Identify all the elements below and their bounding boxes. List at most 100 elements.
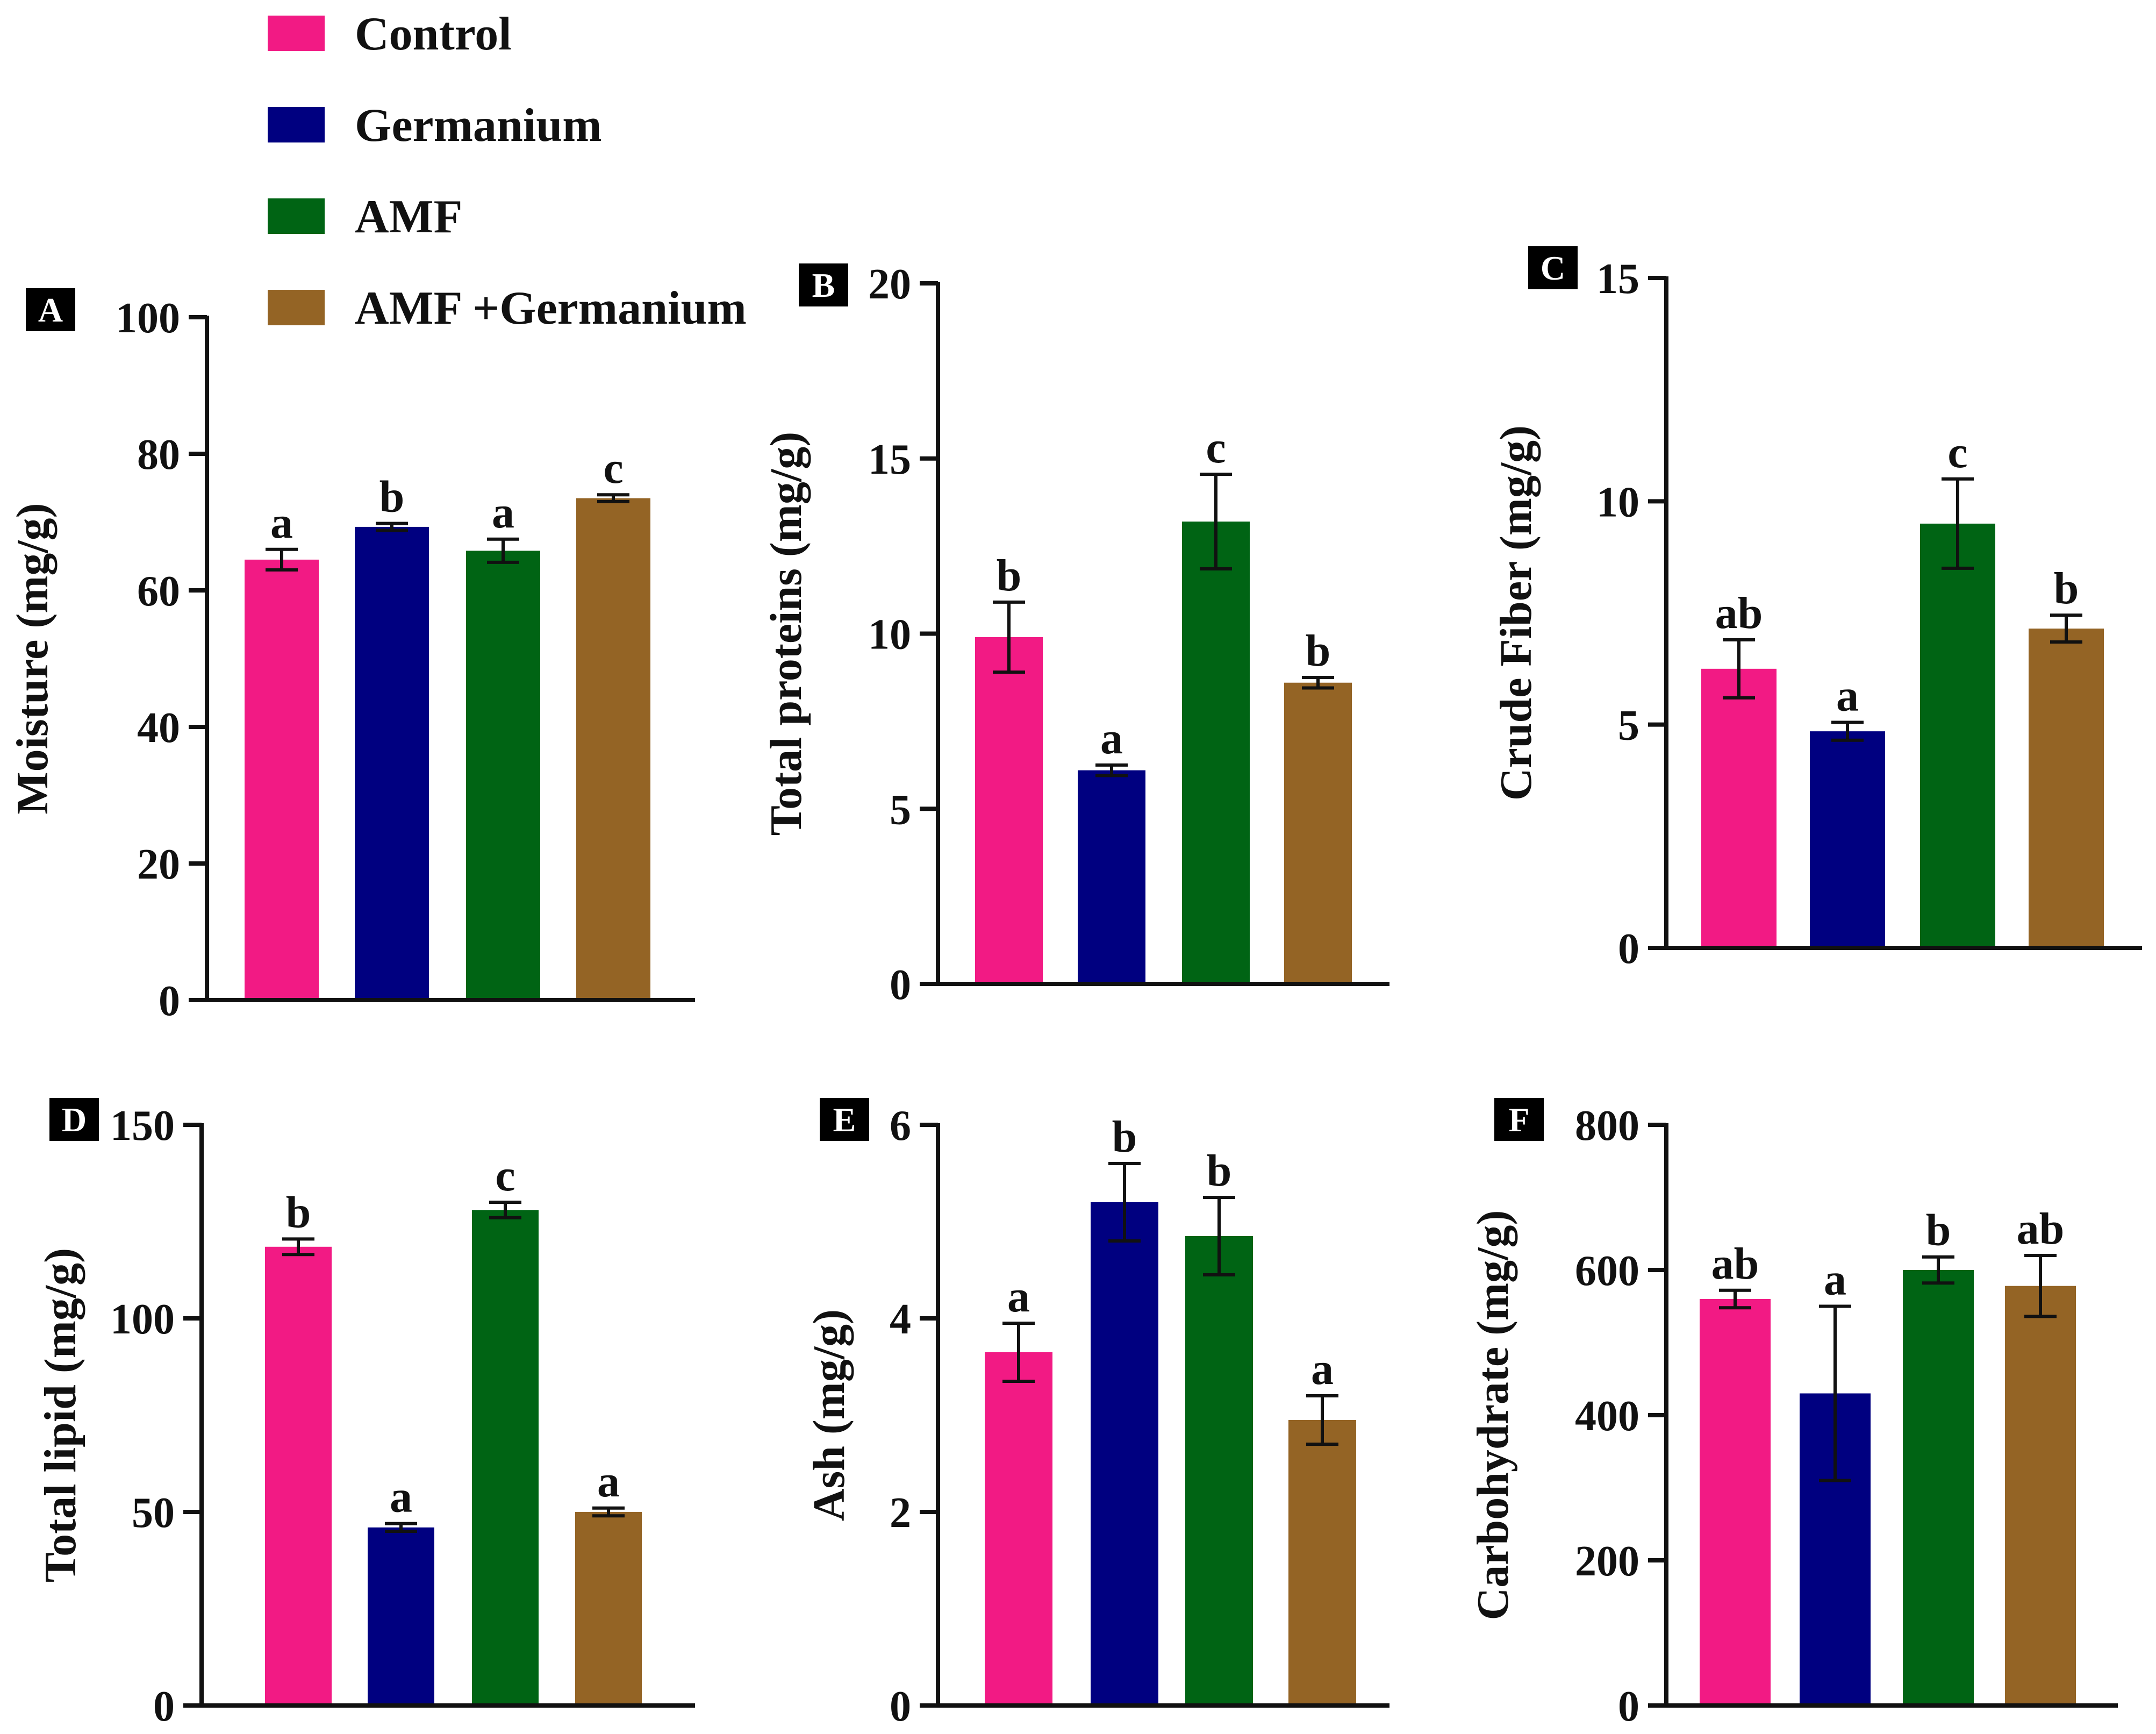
- sig-letter-E-2: b: [1207, 1146, 1232, 1196]
- sig-letter-B-0: b: [997, 551, 1022, 601]
- y-tick-label-A-0: 0: [159, 977, 180, 1025]
- panel-E: Ea b b a 0 2 4 6 Ash (mg/g): [804, 1098, 1389, 1730]
- bar-D-0: [265, 1246, 332, 1706]
- y-tick-label-A-4: 80: [137, 431, 180, 479]
- legend-swatch-0: [268, 16, 325, 51]
- y-tick-label-A-3: 60: [137, 568, 180, 615]
- y-axis-label-E: Ash (mg/g): [804, 1309, 854, 1521]
- sig-letter-A-1: b: [379, 472, 405, 522]
- bar-B-2: [1182, 522, 1250, 984]
- sig-letter-F-2: b: [1926, 1205, 1951, 1255]
- sig-letter-A-0: a: [270, 498, 293, 548]
- y-tick-label-A-1: 20: [137, 841, 180, 888]
- bar-A-0: [245, 559, 319, 1000]
- panel-label-box-C: [1528, 246, 1578, 289]
- sig-letter-F-0: ab: [1711, 1239, 1759, 1289]
- y-tick-label-A-2: 40: [137, 704, 180, 752]
- panel-label-B: B: [812, 266, 835, 304]
- y-tick-label-C-2: 10: [1596, 479, 1639, 526]
- sig-letter-B-2: c: [1206, 423, 1226, 473]
- y-tick-label-D-3: 150: [110, 1102, 175, 1150]
- panel-label-box-A: [26, 288, 75, 331]
- bar-E-2: [1185, 1236, 1253, 1706]
- bar-B-1: [1078, 770, 1145, 984]
- legend: Control Germanium AMF AMF +Germanium: [268, 8, 747, 334]
- bar-C-3: [2029, 629, 2104, 948]
- bar-B-3: [1284, 682, 1352, 984]
- y-tick-label-E-3: 6: [890, 1102, 911, 1150]
- y-tick-label-D-1: 50: [132, 1489, 175, 1537]
- y-tick-label-E-2: 4: [890, 1296, 911, 1343]
- bar-B-0: [975, 637, 1043, 984]
- sig-letter-F-1: a: [1824, 1255, 1846, 1305]
- bar-D-2: [472, 1210, 539, 1706]
- panel-D: Db a c a 0 50 100 150 Total lipid (mg/g): [35, 1098, 695, 1730]
- y-tick-label-C-0: 0: [1618, 925, 1639, 973]
- bar-E-3: [1288, 1420, 1356, 1706]
- sig-letter-E-0: a: [1007, 1272, 1030, 1322]
- panel-label-E: E: [833, 1101, 856, 1139]
- panel-label-A: A: [38, 291, 63, 329]
- bar-F-0: [1700, 1299, 1771, 1706]
- legend-label-0: Control: [355, 8, 512, 60]
- y-axis-label-C: Crude Fiber (mg/g): [1491, 425, 1541, 801]
- y-tick-label-B-1: 5: [890, 786, 911, 833]
- sig-letter-C-2: c: [1947, 427, 1967, 477]
- sig-letter-A-3: c: [603, 443, 623, 493]
- bar-A-3: [576, 498, 650, 1000]
- panel-label-box-B: [799, 263, 848, 306]
- y-tick-label-E-0: 0: [890, 1683, 911, 1730]
- panel-label-F: F: [1508, 1101, 1529, 1139]
- panel-B: Bb a c b 0 5 10 15 20 Total proteins (mg/g): [761, 261, 1389, 1009]
- y-tick-label-C-3: 15: [1596, 255, 1639, 303]
- sig-letter-B-3: b: [1306, 626, 1331, 676]
- bar-F-3: [2005, 1286, 2076, 1706]
- bar-F-2: [1903, 1270, 1974, 1706]
- sig-letter-A-2: a: [492, 488, 514, 538]
- sig-letter-E-1: b: [1112, 1112, 1137, 1162]
- y-tick-label-A-5: 100: [116, 295, 180, 342]
- panel-label-box-D: [49, 1098, 99, 1141]
- sig-letter-C-0: ab: [1715, 588, 1763, 638]
- y-axis-label-A: Moisture (mg/g): [8, 503, 58, 814]
- sig-letter-D-1: a: [390, 1472, 412, 1522]
- y-tick-label-B-0: 0: [890, 961, 911, 1009]
- bar-D-3: [575, 1512, 642, 1706]
- panel-label-D: D: [62, 1101, 87, 1139]
- legend-label-1: Germanium: [355, 99, 602, 152]
- sig-letter-D-0: b: [286, 1187, 311, 1237]
- y-tick-label-E-1: 2: [890, 1489, 911, 1537]
- y-axis-label-B: Total proteins (mg/g): [761, 432, 811, 836]
- sig-letter-D-2: c: [495, 1151, 515, 1201]
- bar-D-1: [368, 1527, 434, 1706]
- bar-A-1: [355, 526, 429, 1000]
- legend-label-2: AMF: [355, 191, 462, 243]
- panel-label-C: C: [1541, 249, 1565, 287]
- y-tick-label-F-4: 800: [1575, 1102, 1639, 1150]
- bar-E-0: [985, 1352, 1052, 1706]
- sig-letter-B-1: a: [1100, 713, 1123, 763]
- bar-C-0: [1701, 668, 1777, 948]
- bar-E-1: [1091, 1202, 1158, 1706]
- sig-letter-F-3: ab: [2017, 1204, 2065, 1254]
- y-tick-label-F-2: 400: [1575, 1393, 1639, 1440]
- y-tick-label-D-2: 100: [110, 1296, 175, 1343]
- bar-A-2: [466, 551, 540, 1000]
- bar-C-2: [1920, 523, 1995, 948]
- y-tick-label-F-1: 200: [1575, 1538, 1639, 1585]
- panel-label-box-F: [1494, 1098, 1544, 1141]
- panel-label-box-E: [820, 1098, 869, 1141]
- y-axis-label-D: Total lipid (mg/g): [35, 1248, 85, 1582]
- panel-C: Cab a c b 0 5 10 15 Crude Fiber (mg/g): [1491, 246, 2142, 973]
- y-tick-label-B-4: 20: [868, 261, 911, 308]
- y-axis-label-F: Carbohydrate (mg/g): [1468, 1210, 1518, 1621]
- sig-letter-D-3: a: [597, 1457, 620, 1507]
- legend-swatch-2: [268, 198, 325, 234]
- y-tick-label-B-3: 15: [868, 436, 911, 483]
- legend-label-3: AMF +Germanium: [355, 282, 747, 334]
- y-tick-label-B-2: 10: [868, 611, 911, 659]
- y-tick-label-D-0: 0: [153, 1683, 175, 1730]
- sig-letter-E-3: a: [1311, 1344, 1334, 1394]
